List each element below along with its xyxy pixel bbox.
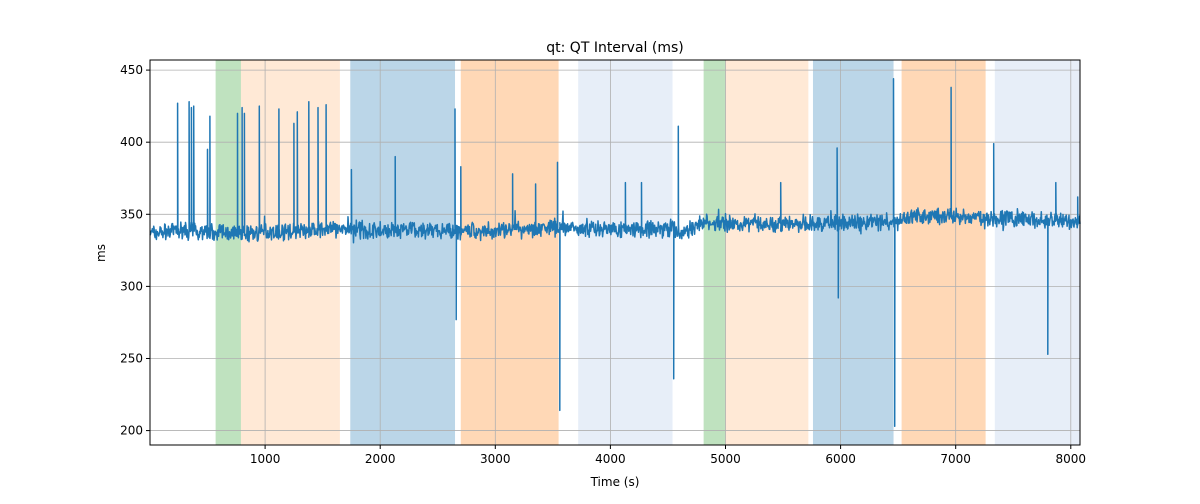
grid-lines — [150, 60, 1080, 445]
x-tick-label: 6000 — [825, 452, 856, 466]
y-tick-label: 400 — [120, 135, 143, 149]
x-tick-label: 5000 — [710, 452, 741, 466]
chart-title: qt: QT Interval (ms) — [546, 40, 683, 56]
x-tick-label: 2000 — [365, 452, 396, 466]
shaded-region-4 — [460, 60, 559, 445]
series-layer — [149, 77, 1081, 428]
x-tick-label: 3000 — [480, 452, 511, 466]
plot-frame — [149, 59, 1081, 446]
shaded-region-9 — [901, 60, 986, 445]
y-tick-label: 250 — [120, 351, 143, 365]
x-axis-ticks: 1000 2000 3000 4000 5000 6000 7000 8000 — [250, 445, 1086, 466]
y-tick-label: 450 — [120, 63, 143, 77]
y-axis-label: ms — [94, 244, 108, 262]
shaded-region-6 — [703, 60, 726, 445]
shaded-region-10 — [994, 60, 1080, 445]
series-line-1 — [149, 77, 1081, 428]
y-tick-label: 350 — [120, 207, 143, 221]
shaded-regions — [215, 60, 1080, 445]
shaded-region-7 — [725, 60, 809, 445]
shaded-region-1 — [215, 60, 241, 445]
x-tick-label: 7000 — [940, 452, 971, 466]
shaded-region-3 — [350, 60, 456, 445]
x-tick-label: 1000 — [250, 452, 281, 466]
y-tick-label: 200 — [120, 424, 143, 438]
shaded-region-2 — [240, 60, 340, 445]
x-axis-label: Time (s) — [590, 475, 640, 489]
shaded-region-5 — [578, 60, 673, 445]
x-tick-label: 8000 — [1056, 452, 1087, 466]
shaded-region-8 — [812, 60, 894, 445]
x-tick-label: 4000 — [595, 452, 626, 466]
y-axis-ticks: 200 250 300 350 400 450 — [120, 63, 150, 438]
y-tick-label: 300 — [120, 279, 143, 293]
